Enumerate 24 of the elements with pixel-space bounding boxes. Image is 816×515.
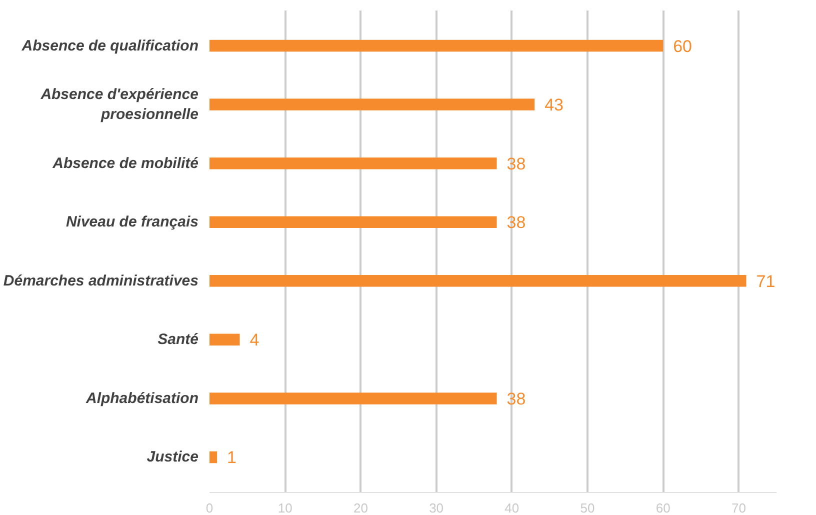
y-tick-label: Absence d'expérience proesionnelle bbox=[40, 86, 199, 124]
y-tick-label: Démarches administratives bbox=[3, 272, 199, 290]
bar bbox=[210, 451, 218, 464]
data-label: 43 bbox=[544, 96, 564, 115]
y-tick-label: Absence de mobilité bbox=[52, 154, 199, 172]
y-tick-label: Alphabétisation bbox=[84, 390, 199, 407]
bar bbox=[210, 216, 497, 228]
data-label: 71 bbox=[756, 272, 776, 291]
data-label: 60 bbox=[673, 36, 692, 56]
data-label: 4 bbox=[250, 330, 260, 350]
bar bbox=[210, 275, 746, 287]
y-tick-label: Niveau de français bbox=[66, 214, 198, 231]
y-tick-label: Absence de qualification bbox=[20, 37, 199, 54]
bar bbox=[210, 392, 497, 404]
data-label: 38 bbox=[506, 389, 526, 408]
y-tick-label: Santé bbox=[158, 331, 199, 348]
bar bbox=[210, 157, 497, 170]
data-label: 38 bbox=[506, 154, 526, 174]
y-tick-label: Justice bbox=[146, 448, 199, 466]
bar bbox=[210, 334, 240, 346]
bar bbox=[210, 98, 535, 110]
bar bbox=[210, 40, 664, 52]
data-label: 1 bbox=[227, 448, 237, 468]
data-label: 38 bbox=[506, 213, 526, 232]
